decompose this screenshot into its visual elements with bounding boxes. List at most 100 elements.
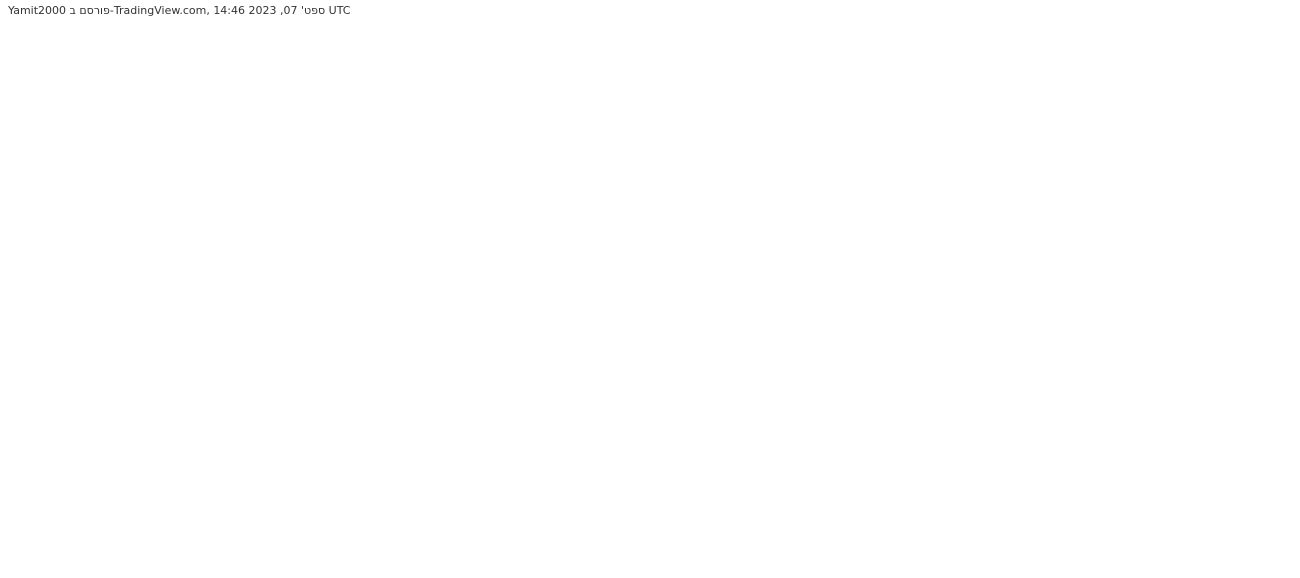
x-tick-label: 12:15 <box>336 528 368 541</box>
volume-bar <box>689 460 697 520</box>
symbol-legend: ICE Brent Crude Oil Spot, 1, ACTIVTRADES <box>16 32 248 45</box>
volume-bar <box>151 498 159 520</box>
legend-change: +0.02 (+0.02%) <box>258 32 348 45</box>
volume-bar <box>420 450 428 520</box>
x-tick-label: 11:45 <box>192 528 224 541</box>
volume-bar <box>324 500 332 520</box>
volume-bar <box>813 450 821 520</box>
volume-bar <box>650 468 658 520</box>
volume-bar <box>583 412 591 520</box>
volume-bar <box>544 480 552 520</box>
volume-bar <box>919 452 927 520</box>
volume-bar <box>237 496 245 520</box>
volume-bar <box>564 402 572 520</box>
volume-bar <box>554 486 562 520</box>
volume-bar <box>45 502 53 520</box>
x-tick-label: 14:00 <box>838 528 873 541</box>
volume-bar <box>1015 438 1023 520</box>
volume-bar <box>314 496 322 520</box>
volume-bar <box>996 468 1004 520</box>
volume-bar <box>602 430 610 520</box>
volume-bar <box>775 440 783 520</box>
volume-bar <box>641 470 649 520</box>
last-price-dot <box>1074 161 1080 166</box>
volume-bar <box>180 500 188 520</box>
volume-bar <box>785 432 793 520</box>
volume-bar <box>929 448 937 520</box>
volume-bar <box>256 492 264 520</box>
y-tick-label: 89.60 <box>1247 428 1279 441</box>
x-tick-label: 14:45 <box>1056 528 1088 541</box>
volume-bar <box>871 425 879 520</box>
currency-label[interactable]: USD <box>1254 35 1276 46</box>
volume-bar <box>391 478 399 520</box>
last-price: 90.30 <box>1248 157 1280 170</box>
volume-bar <box>833 450 841 520</box>
volume-bar <box>1044 454 1052 520</box>
volume-bar <box>708 442 716 520</box>
x-tick-label: 12:00 <box>262 528 297 541</box>
series-name: BRENT <box>1204 159 1242 170</box>
volume-bar <box>477 490 485 520</box>
publish-info: Yamit2000 פורסם ב-TradingView.com, ספט' … <box>8 4 351 17</box>
volume-bar <box>612 452 620 520</box>
volume-bar <box>948 458 956 520</box>
volume-bar <box>7 495 15 520</box>
volume-bar <box>352 490 360 520</box>
y-tick-label: 89.70 <box>1247 389 1279 402</box>
volume-bar <box>938 470 946 520</box>
x-tick-label: 13:15 <box>624 528 656 541</box>
volume-bar <box>266 500 274 520</box>
volume-bar <box>977 470 985 520</box>
volume-bar <box>132 500 140 520</box>
x-tick-label: 14:30 <box>984 528 1016 541</box>
footer-logo[interactable]: TradingView <box>9 556 103 570</box>
volume-bar <box>160 502 168 520</box>
volume-bar <box>909 448 917 520</box>
volume-bar <box>458 476 466 520</box>
volume-bar <box>112 500 120 520</box>
volume-bar <box>861 426 869 520</box>
volume-bar <box>1073 480 1081 520</box>
volume-bar <box>1053 450 1061 520</box>
x-tick-label: 11:15 <box>48 528 80 541</box>
volume-bar <box>1034 452 1042 520</box>
volume-bar <box>84 498 92 520</box>
y-tick-label: 90.10 <box>1247 234 1279 247</box>
volume-bar <box>516 490 524 520</box>
volume-bar <box>525 496 533 520</box>
chart-frame <box>5 21 1291 549</box>
volume-bar <box>717 410 725 520</box>
y-tick-label: 89.80 <box>1247 350 1279 363</box>
volume-bar <box>746 416 754 520</box>
volume-bar <box>1005 440 1013 520</box>
volume-bar <box>890 430 898 520</box>
y-tick-label: 90.40 <box>1247 118 1279 131</box>
volume-bar <box>400 460 408 520</box>
volume-bar <box>1025 444 1033 520</box>
volume-bar <box>737 408 745 520</box>
volume-label: Volume <box>1203 476 1240 487</box>
y-tick-label: 89.50 <box>1247 467 1279 480</box>
x-tick-label: 15:15 <box>1200 528 1232 541</box>
volume-bar <box>343 476 351 520</box>
volume-bar <box>141 496 149 520</box>
volume-bar <box>429 465 437 520</box>
volume-bar <box>122 494 130 520</box>
volume-bar <box>55 494 63 520</box>
volume-bar <box>36 498 44 520</box>
x-tick-label: 13:00 <box>550 528 585 541</box>
y-tick-label: 90.50 <box>1247 79 1279 92</box>
x-tick-label: 12:30 <box>408 528 440 541</box>
volume-bar <box>727 412 735 520</box>
x-tick-label: 15:00 <box>1126 528 1161 541</box>
volume-bar <box>218 494 226 520</box>
currency-button[interactable] <box>1246 28 1284 51</box>
x-tick-label: 14:15 <box>912 528 944 541</box>
volume-bar <box>276 486 284 520</box>
brand: TradingView <box>29 556 103 570</box>
volume-bar <box>660 462 668 520</box>
volume-bar <box>295 484 303 520</box>
volume-bar <box>304 490 312 520</box>
